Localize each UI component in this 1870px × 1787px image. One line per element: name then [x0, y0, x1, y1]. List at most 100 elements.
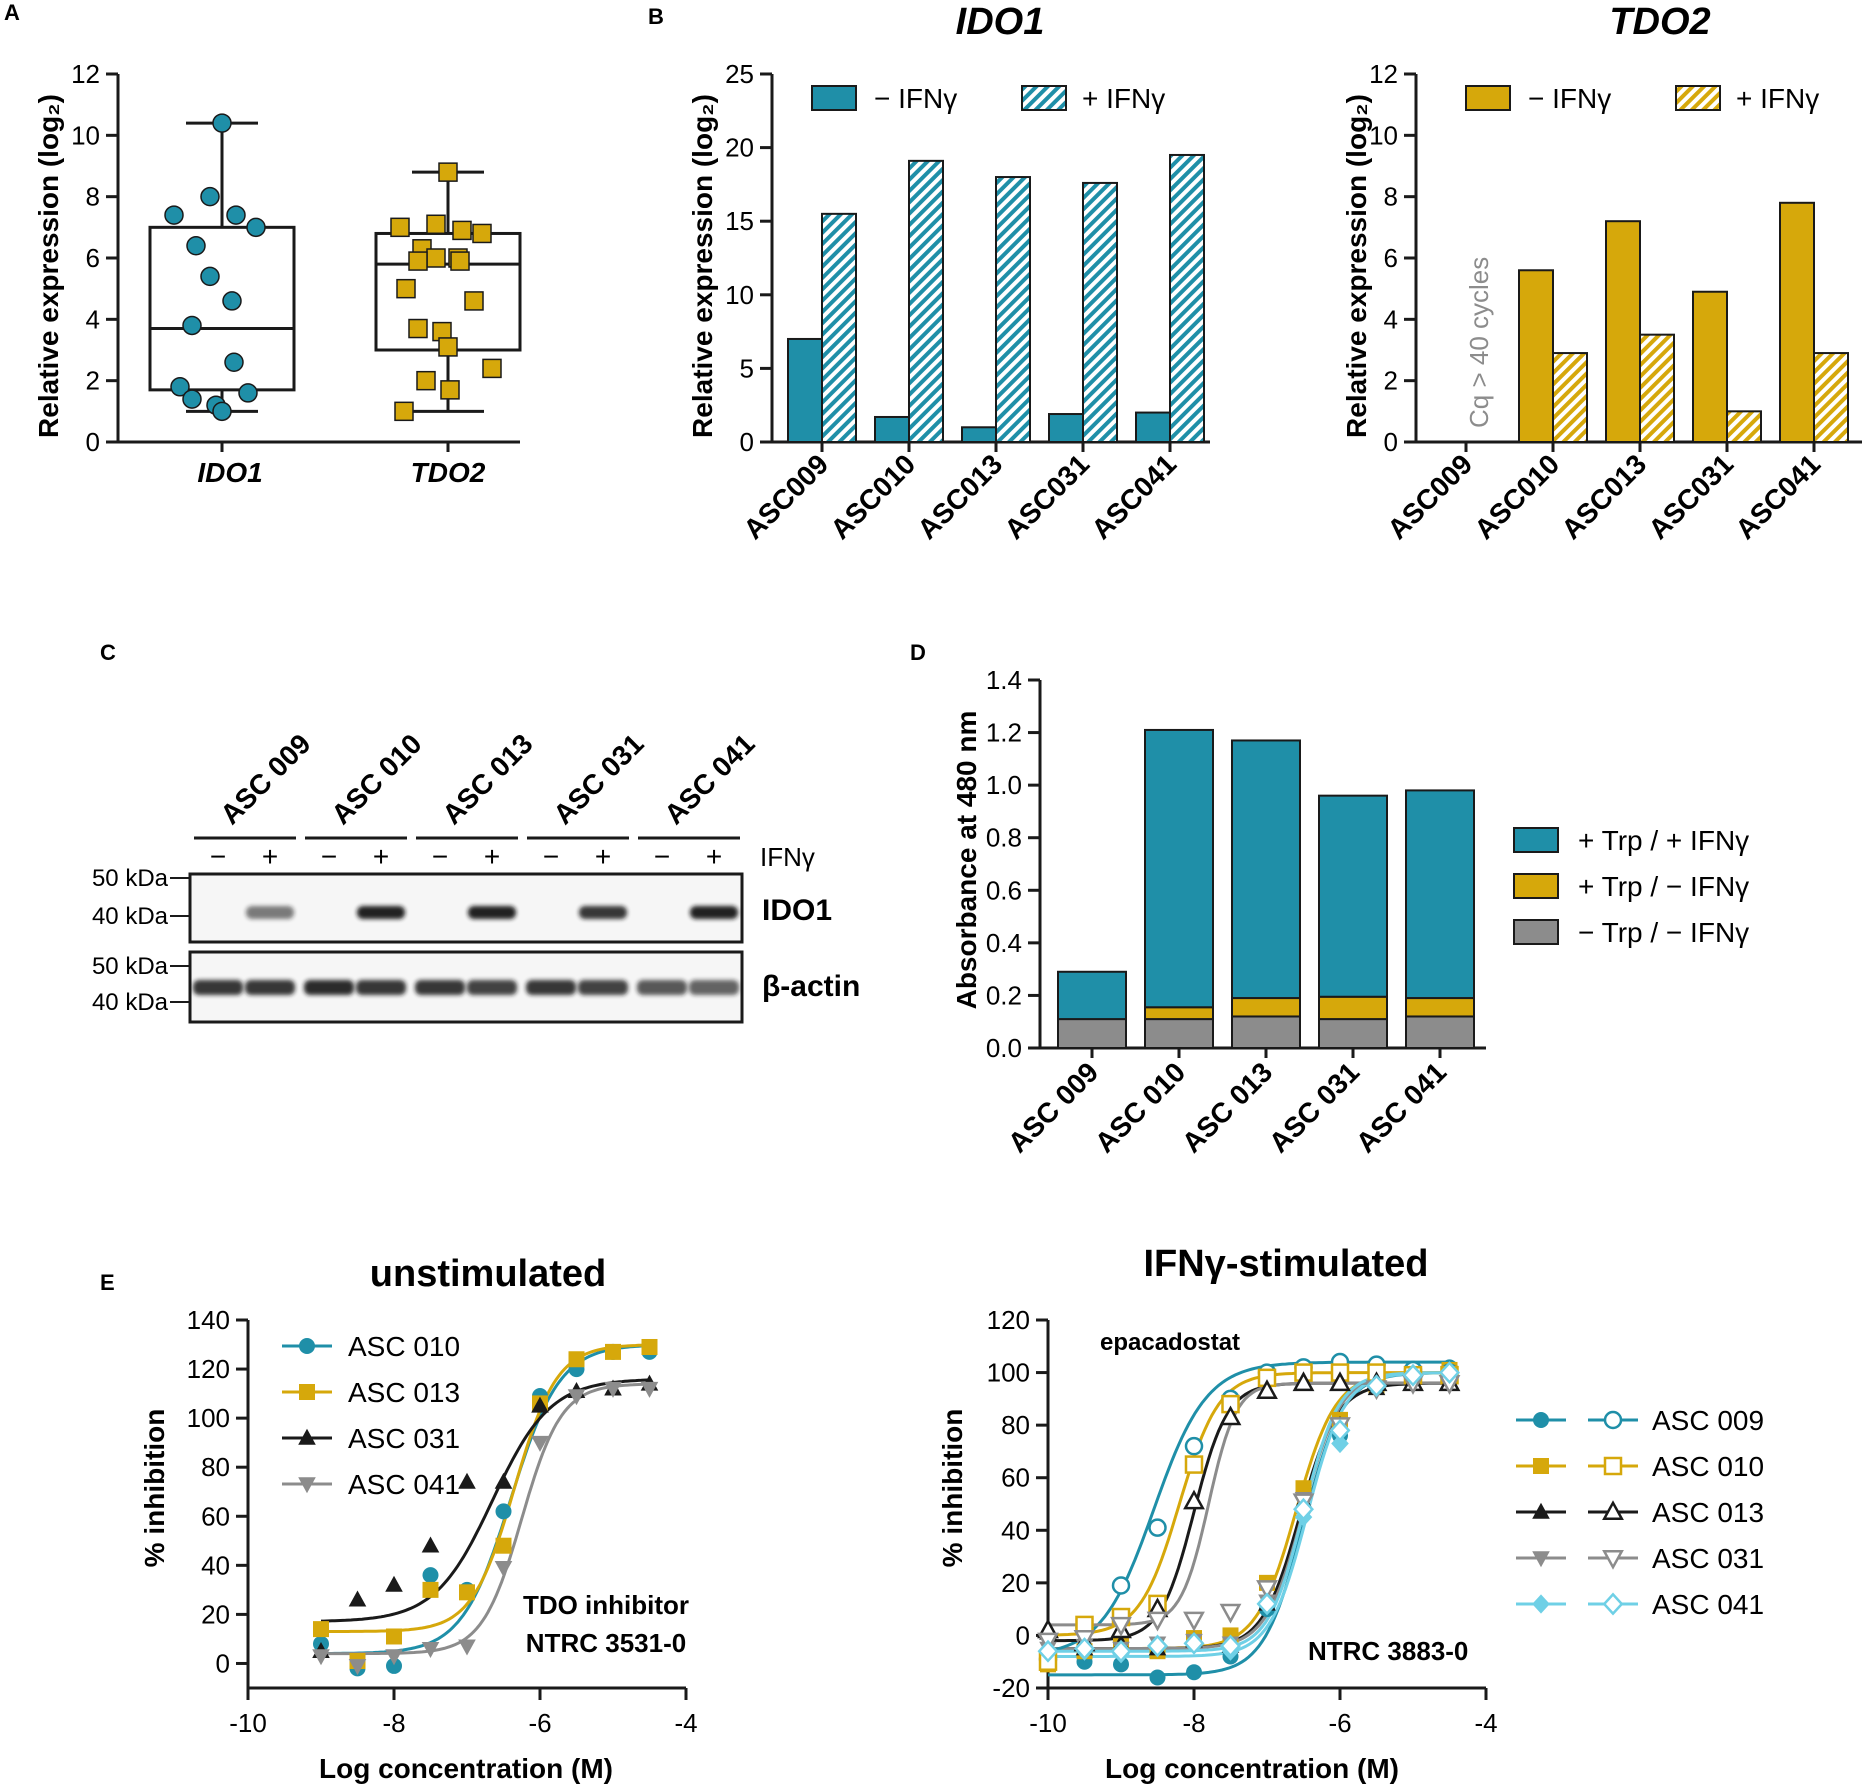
panel-b-ido1-ytick-label-2: 10 — [725, 280, 754, 310]
panel-d-xtick-label-ASC 010: ASC 010 — [1089, 1056, 1191, 1158]
e1-xtick-label-0: -10 — [229, 1708, 267, 1738]
panel-b-ido1-bar-plus-ASC010 — [908, 159, 944, 444]
panel-b-ido1-chart: IDO1 Relative expression (log₂) 0 5 10 15 20… — [687, 1, 1210, 545]
panel-b-tdo2-cq-annotation: Cq > 40 cycles — [1464, 257, 1494, 428]
panel-b-ido1-xtick-label-ASC010: ASC010 — [824, 448, 921, 545]
panel-e-unstimulated-chart: unstimulated % inhibition Log concentrat… — [139, 1253, 698, 1784]
e2-legend-label-1: ASC 010 — [1652, 1451, 1764, 1482]
panel-e-stim-title: IFNγ-stimulated — [1143, 1243, 1428, 1285]
panel-a-point-TDO2-8 — [408, 251, 428, 271]
panel-c-sign-2-1: + — [484, 841, 500, 872]
e2-point-5-2 — [1111, 1576, 1131, 1595]
e1-ytick-label-0: 0 — [216, 1648, 230, 1678]
panel-b-ido1-ytick-label-0: 0 — [740, 427, 754, 457]
e2-point-9-5 — [1220, 1634, 1241, 1658]
e2-legend-marker-filled-3 — [1532, 1551, 1550, 1568]
panel-a-ylabel: Relative expression (log₂) — [33, 94, 64, 438]
panel-d-ylabel: Absorbance at 480 nm — [951, 711, 982, 1010]
panel-b-tdo2-chart: TDO2 Relative expression (log₂) 0 2 4 6 8 10 1… — [1341, 1, 1862, 545]
panel-c-sign-4-1: + — [706, 841, 722, 872]
panel-c-actin-band-2 — [304, 980, 354, 995]
e1-ytick-label-3: 60 — [201, 1501, 230, 1531]
panel-b-ido1-ytick-label-1: 5 — [740, 353, 754, 383]
panel-d-xtick-label-ASC 041: ASC 041 — [1350, 1056, 1452, 1158]
e1-legend-label-3: ASC 041 — [348, 1469, 460, 1500]
panel-b-tdo2-bar-plus-ASC010 — [1552, 352, 1588, 444]
e2-point-9-10 — [1402, 1363, 1424, 1387]
panel-b-tdo2-ytick-label-4: 8 — [1384, 182, 1398, 212]
panel-d-ytick-label-0: 0.0 — [986, 1033, 1022, 1063]
panel-a-point-IDO1-14 — [212, 401, 232, 422]
e2-xtick-label-3: -4 — [1474, 1708, 1497, 1738]
e2-ytick-label-6: 100 — [987, 1358, 1030, 1388]
e2-point-5-4 — [1184, 1436, 1204, 1456]
panel-b-tdo2-bar-minus-ASC041 — [1779, 201, 1815, 443]
e2-ytick-label-3: 40 — [1001, 1515, 1030, 1545]
panel-d-xtick-label-ASC 013: ASC 013 — [1176, 1056, 1278, 1158]
e1-curve-3 — [321, 1382, 650, 1656]
panel-letter-a: A — [4, 0, 20, 25]
panel-d-bar-ASC 031-0 — [1318, 1018, 1388, 1049]
panel-b-ido1-ylabel: Relative expression (log₂) — [687, 94, 718, 438]
panel-d-xtick-label-ASC 031: ASC 031 — [1263, 1056, 1365, 1158]
panel-b-ido1-legend-minus-swatch — [811, 85, 857, 111]
panel-b-ido1-bar-plus-ASC013 — [995, 176, 1031, 443]
e1-point-1-2 — [386, 1628, 402, 1645]
panel-a-ytick-label-4: 8 — [86, 182, 100, 212]
panel-a-point-TDO2-10 — [396, 278, 416, 299]
panel-c-actin-band-1 — [245, 980, 295, 995]
panel-b-ido1-bar-minus-ASC010 — [874, 415, 910, 444]
panel-d-legend-gold-swatch — [1513, 873, 1559, 899]
e2-point-7-8 — [1329, 1371, 1351, 1392]
panel-d-ytick-label-7: 1.4 — [986, 665, 1022, 695]
e2-ytick-label-4: 60 — [1001, 1463, 1030, 1493]
e2-point-9-6 — [1256, 1592, 1278, 1616]
panel-a-point-TDO2-4 — [472, 223, 492, 244]
panel-a-point-IDO1-1 — [200, 186, 220, 207]
panel-a-point-TDO2-9 — [450, 251, 470, 271]
e2-point-7-7 — [1292, 1371, 1315, 1392]
e2-curve-1 — [1048, 1371, 1450, 1651]
e2-point-9-9 — [1366, 1374, 1387, 1398]
panel-b-tdo2-legend-plus-label: + IFNγ — [1736, 83, 1819, 114]
panel-b-ido1-ytick-label-3: 15 — [725, 206, 754, 236]
panel-b-ido1-xtick-label-ASC013: ASC013 — [911, 448, 1008, 545]
panel-b-ido1-bar-plus-ASC009 — [821, 212, 857, 443]
e1-point-3-2 — [385, 1649, 403, 1666]
panel-c-sign-3-0: − — [543, 841, 559, 872]
panel-d-bar-ASC 009-0 — [1057, 1018, 1127, 1049]
panel-d-chart: Absorbance at 480 nm 0.0 0.2 0.4 0.6 0.8 1.0 1… — [951, 665, 1749, 1159]
e2-point-9-1 — [1074, 1637, 1095, 1661]
e1-point-3-4 — [458, 1639, 476, 1656]
e2-point-7-6 — [1256, 1379, 1278, 1400]
e1-point-1-0 — [313, 1621, 329, 1638]
panel-b-tdo2-bar-minus-ASC031 — [1692, 290, 1728, 443]
e1-point-0-3 — [422, 1567, 439, 1584]
e2-legend-marker-open-1 — [1603, 1456, 1623, 1476]
panel-e-unstim-annotation-1: TDO inhibitor — [523, 1590, 689, 1620]
e1-point-3-6 — [531, 1435, 549, 1452]
panel-c-lane-label-1: ASC 010 — [325, 728, 427, 830]
e2-point-0-4 — [1186, 1664, 1202, 1681]
panel-a-point-TDO2-17 — [440, 380, 460, 400]
e1-xtick-label-2: -6 — [528, 1708, 551, 1738]
panel-d-legend-gray-label: − Trp / − IFNγ — [1578, 917, 1749, 948]
panel-c-actin-band-5 — [467, 980, 517, 995]
e1-legend-label-2: ASC 031 — [348, 1423, 460, 1454]
e1-point-2-3 — [421, 1536, 440, 1553]
e2-point-9-11 — [1439, 1361, 1460, 1385]
e1-point-1-7 — [568, 1351, 585, 1368]
panel-b-ido1-title: IDO1 — [956, 1, 1045, 43]
e1-point-1-5 — [495, 1537, 512, 1554]
panel-letter-d: D — [910, 640, 926, 665]
panel-b-ido1-bar-minus-ASC013 — [961, 426, 997, 443]
e2-point-8-4 — [1183, 1611, 1205, 1632]
panel-a-box-IDO1 — [148, 225, 296, 392]
e1-point-1-8 — [605, 1343, 621, 1360]
e2-curve-8 — [1048, 1381, 1450, 1627]
panel-c-actin-band-6 — [526, 980, 576, 995]
panel-a-point-TDO2-14 — [438, 337, 458, 357]
panel-e-unstim-ylabel: % inhibition — [139, 1409, 170, 1568]
panel-d-ytick-label-5: 1.0 — [986, 770, 1022, 800]
panel-c-row-ido1: IDO1 — [762, 894, 832, 927]
